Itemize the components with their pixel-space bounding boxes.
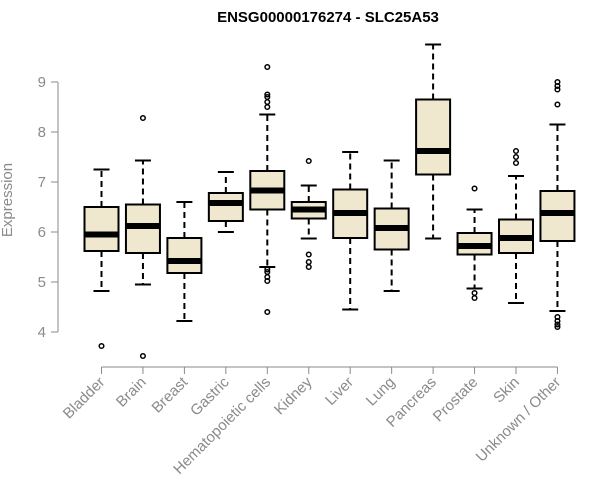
- outlier-point: [512, 153, 520, 161]
- box-group-kidney: [290, 157, 327, 271]
- outlier-point: [98, 342, 105, 350]
- outlier-point: [264, 308, 271, 316]
- outlier-point: [139, 114, 146, 122]
- box-group-unknown-other: [539, 78, 576, 331]
- outlier-point: [139, 352, 146, 360]
- box-group-breast: [166, 201, 203, 322]
- outlier-point: [264, 93, 271, 101]
- box-group-lung: [373, 159, 410, 292]
- outlier-point: [305, 157, 312, 165]
- x-tick-label: Kidney: [271, 373, 316, 418]
- y-tick-label: 8: [38, 124, 46, 141]
- outlier-point: [264, 103, 271, 111]
- outlier-point: [264, 273, 271, 281]
- y-tick-label: 5: [38, 274, 46, 291]
- box-group-gastric: [207, 171, 244, 233]
- box-group-hematopoietic-cells: [249, 63, 286, 316]
- x-tick-label: Lung: [363, 374, 399, 410]
- outlier-point: [471, 294, 478, 302]
- outlier-point: [471, 289, 478, 297]
- outlier-point: [554, 323, 561, 331]
- outlier-point: [554, 321, 561, 328]
- outlier-point: [264, 63, 271, 71]
- y-tick-label: 4: [38, 324, 46, 341]
- outlier-point: [512, 147, 520, 155]
- plot-area: [83, 43, 576, 360]
- box-group-pancreas: [415, 43, 452, 240]
- x-tick-label: Breast: [149, 373, 192, 416]
- outlier-point: [264, 91, 271, 98]
- y-tick-label: 9: [38, 74, 46, 91]
- outlier-point: [305, 263, 312, 271]
- outlier-point: [264, 98, 271, 106]
- iqr-box: [166, 237, 203, 274]
- x-tick-label: Skin: [490, 374, 523, 407]
- outlier-point: [264, 268, 271, 276]
- outlier-point: [305, 251, 312, 258]
- y-axis-label: Expression: [0, 163, 16, 237]
- outlier-point: [554, 86, 561, 93]
- outlier-point: [554, 78, 561, 86]
- chart-title: ENSG00000176274 - SLC25A53: [217, 9, 439, 26]
- outlier-point: [554, 101, 561, 108]
- x-tick-label: Bladder: [60, 374, 109, 423]
- box-group-liver: [332, 151, 369, 311]
- x-tick-label: Prostate: [430, 374, 482, 426]
- y-tick-label: 7: [38, 174, 46, 191]
- box-group-bladder: [83, 168, 120, 350]
- x-tick-label: Brain: [113, 374, 150, 411]
- box-group-skin: [498, 147, 534, 304]
- iqr-box: [415, 98, 452, 176]
- outlier-point: [471, 185, 478, 192]
- iqr-box: [207, 192, 244, 222]
- box-group-prostate: [456, 185, 493, 302]
- outlier-point: [512, 159, 520, 167]
- iqr-box: [83, 206, 120, 252]
- outlier-point: [264, 266, 271, 273]
- box-group-brain: [124, 114, 161, 360]
- outlier-point: [305, 258, 312, 266]
- y-axis: 4 5 6 7 8 9: [38, 74, 59, 341]
- y-tick-label: 6: [38, 224, 46, 241]
- x-tick-label: Liver: [322, 374, 357, 409]
- outlier-point: [554, 313, 561, 321]
